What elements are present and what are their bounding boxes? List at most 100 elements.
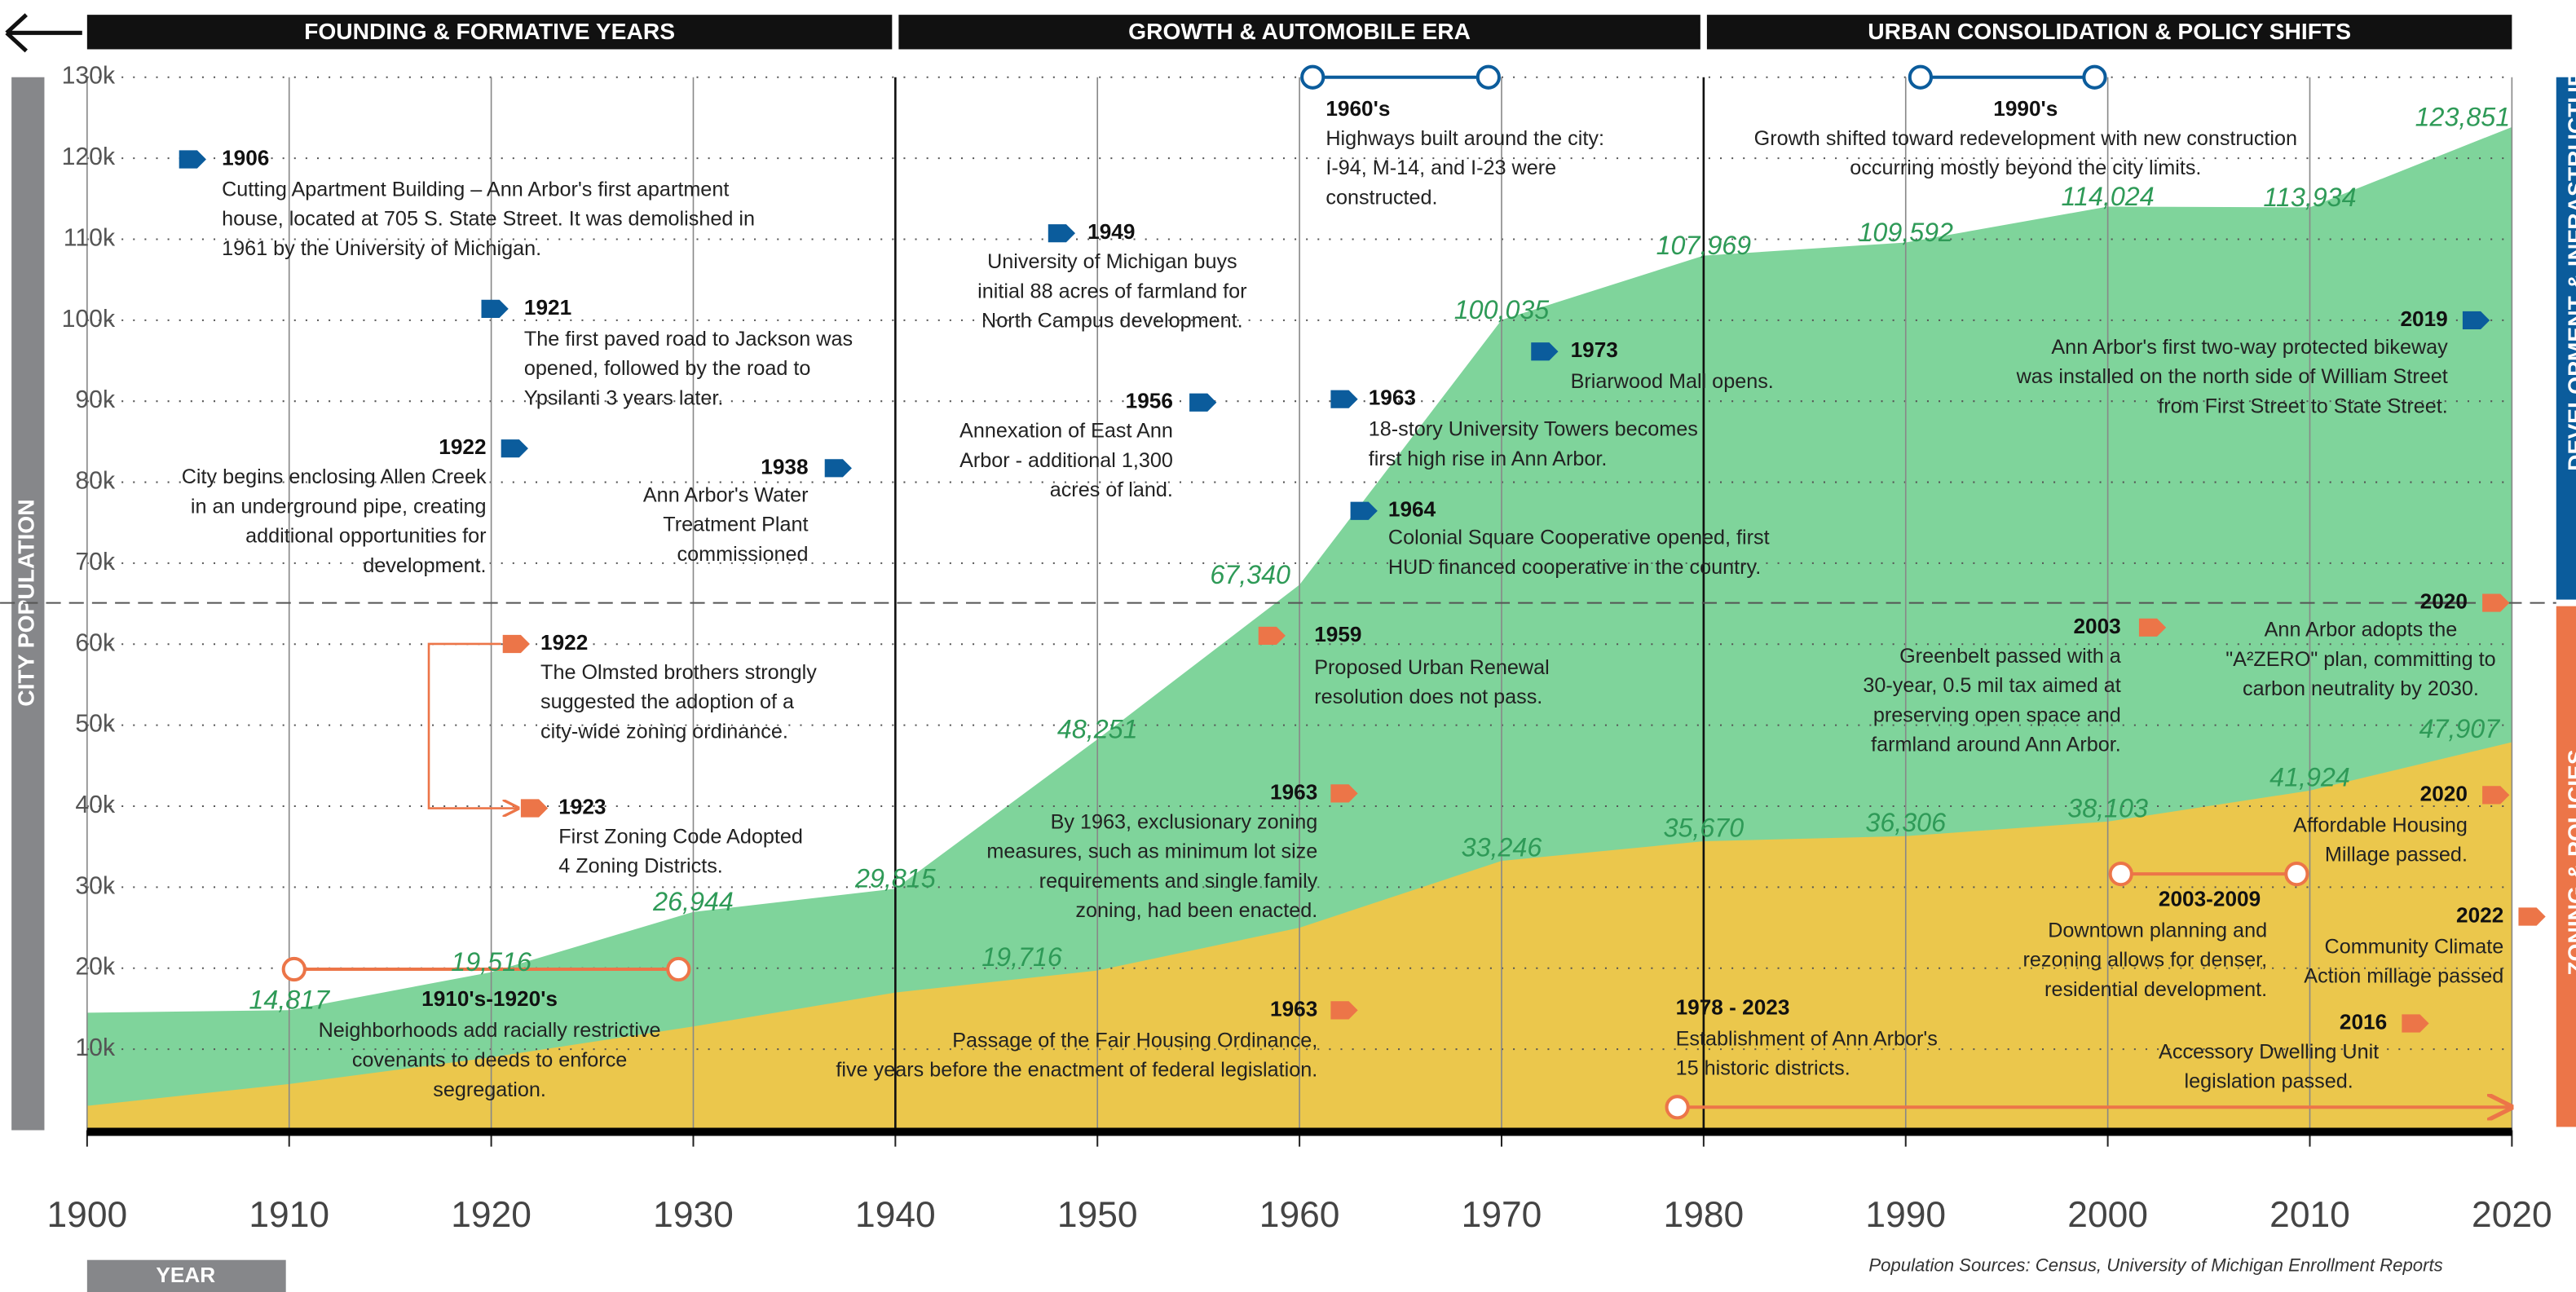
annotation-text: University of Michigan buys [987, 250, 1237, 273]
annotation-text: zoning, had been enacted. [1075, 899, 1317, 922]
annotation-year: 1923 [558, 794, 606, 818]
annotation-year: 1922 [540, 630, 588, 655]
annotation: 2016 Accessory Dwelling Unit legislation p… [2159, 1009, 2429, 1093]
x-tick-label: 1940 [855, 1195, 936, 1235]
annotation-text: Ann Arbor's Water [643, 483, 809, 506]
x-tick-label: 2000 [2067, 1195, 2148, 1235]
annotation-year: 1949 [1087, 219, 1135, 244]
value-label: 29,815 [854, 864, 936, 893]
flag [2482, 786, 2510, 805]
annotation-text: Cutting Apartment Building – Ann Arbor's… [222, 178, 729, 201]
annotation-text: rezoning allows for denser, [2022, 949, 2267, 972]
annotation-text: Accessory Dwelling Unit [2159, 1040, 2379, 1063]
range-dot [666, 956, 691, 982]
annotation-text: By 1963, exclusionary zoning [1051, 810, 1318, 833]
y-tick-label: 30k [75, 872, 116, 899]
annotation-text: Downtown planning and [2048, 919, 2267, 941]
value-label: 114,024 [2062, 182, 2155, 211]
annotation-text: in an underground pipe, creating [191, 495, 487, 518]
y-tick-label: 110k [64, 224, 116, 251]
annotation: 1949 University of Michigan buys initial 8… [977, 219, 1246, 333]
flag [1048, 224, 1076, 243]
range-dot [1475, 64, 1501, 90]
annotation-year: 1963 [1369, 386, 1416, 410]
annotation-text: legislation passed. [2184, 1070, 2353, 1093]
side-label: DEVELOPMENT & INFRASTRUCTURE [2562, 55, 2576, 471]
annotation-text: Colonial Square Cooperative opened, firs… [1388, 527, 1770, 549]
annotation: 1963 Passage of the Fair Housing Ordinanc… [836, 996, 1358, 1082]
annotation-text: house, located at 705 S. State Street. I… [222, 208, 755, 231]
annotation-year: 1910's-1920's [421, 986, 558, 1011]
annotation: 1978 - 2023 Establishment of Ann Arbor's 1… [1676, 994, 1938, 1079]
y-tick-label: 80k [75, 468, 116, 495]
annotation-text: measures, such as minimum lot size [986, 840, 1317, 863]
era-bar [898, 15, 1700, 50]
era-title: GROWTH & AUTOMOBILE ERA [1128, 18, 1471, 44]
flag [2518, 907, 2546, 926]
value-label: 33,246 [1462, 833, 1542, 862]
y-tick-label: 120k [62, 143, 116, 170]
annotation-text: 15 historic districts. [1676, 1057, 1850, 1080]
annotation: 1923 First Zoning Code Adopted 4 Zoning Di… [520, 794, 803, 878]
annotation-year: 1978 - 2023 [1676, 994, 1790, 1019]
annotation: 1960's Highways built around the city: I-9… [1325, 96, 1604, 209]
flag [501, 439, 528, 458]
flag [2402, 1014, 2429, 1033]
bracket-arrow [427, 642, 518, 809]
y-tick-label: 50k [75, 711, 116, 738]
annotation-text: The first paved road to Jackson was [524, 328, 853, 351]
annotation-text: 4 Zoning Districts. [558, 855, 723, 878]
y-tick-label: 20k [75, 954, 116, 981]
annotation-text: occurring mostly beyond the city limits. [1850, 157, 2201, 179]
x-tick-label: 1960 [1259, 1195, 1340, 1235]
flag [824, 459, 852, 478]
annotation: 1921 The first paved road to Jackson was o… [481, 295, 853, 409]
annotation-year: 2019 [2401, 306, 2448, 331]
annotation: 2020 Affordable Housing Millage passed. [2293, 781, 2510, 866]
annotation-year: 2003-2009 [2159, 886, 2261, 911]
annotation-year: 1922 [439, 434, 486, 459]
annotation: 1963 18-story University Towers becomes fi… [1330, 386, 1698, 470]
flag [2138, 618, 2167, 637]
range-dot [1300, 64, 1325, 90]
annotation-text: Ypsilanti 3 years later. [524, 386, 724, 409]
value-label: 19,716 [981, 942, 1062, 972]
annotation-year: 1963 [1270, 779, 1317, 804]
annotation-year: 2022 [2456, 902, 2503, 927]
annotation: 1959 Proposed Urban Renewal resolution doe… [1258, 622, 1550, 708]
annotation-text: covenants to deeds to enforce [352, 1049, 627, 1072]
back-arrow[interactable] [5, 13, 82, 53]
annotation-text: City begins enclosing Allen Creek [182, 465, 487, 488]
annotation: 1963 By 1963, exclusionary zoning measures… [986, 779, 1358, 922]
range-dot [1908, 64, 1933, 90]
annotation: 1906 Cutting Apartment Building – Ann Arb… [179, 145, 755, 260]
annotation-year: 1960's [1325, 96, 1390, 121]
value-label: 123,851 [2415, 102, 2511, 131]
annotation-text: Ann Arbor's first two-way protected bike… [2051, 336, 2448, 359]
y-tick-label: 70k [75, 549, 116, 575]
flag [1330, 784, 1358, 803]
range-dot [2082, 64, 2107, 90]
annotation-text: residential development. [2044, 978, 2267, 1001]
x-tick-label: 1980 [1664, 1195, 1745, 1235]
annotation: 1922 City begins enclosing Allen Creek in … [182, 434, 528, 577]
era-bar [1706, 15, 2512, 50]
x-axis-title: YEAR [156, 1263, 215, 1287]
annotation-text: farmland around Ann Arbor. [1871, 734, 2121, 756]
value-label: 41,924 [2269, 762, 2350, 792]
flag [179, 150, 206, 169]
annotation-year: 1973 [1571, 337, 1618, 362]
x-tick-label: 1930 [653, 1195, 734, 1235]
flag [2482, 593, 2510, 612]
annotation-text: was installed on the north side of Willi… [2016, 365, 2448, 388]
annotation-year: 2020 [2420, 589, 2468, 614]
annotation-year: 1956 [1126, 389, 1173, 413]
flag [1330, 1001, 1358, 1020]
annotation-text: opened, followed by the road to [524, 357, 810, 380]
annotation-year: 1964 [1388, 497, 1436, 522]
annotation: 2019 Ann Arbor's first two-way protected … [2016, 306, 2490, 417]
x-tick-label: 2010 [2269, 1195, 2350, 1235]
annotation-text: initial 88 acres of farmland for [977, 280, 1246, 302]
annotation-year: 1906 [222, 145, 269, 170]
